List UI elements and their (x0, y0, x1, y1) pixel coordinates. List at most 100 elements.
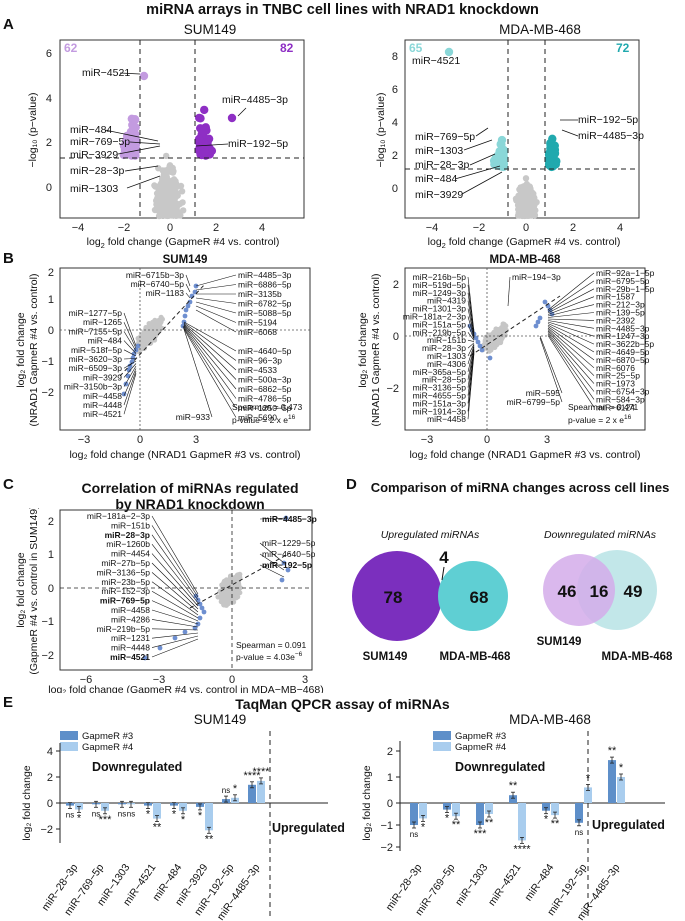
mirna-label: miR−212−3p (596, 300, 645, 310)
volcano-point-up (548, 134, 557, 143)
legend-g3-label: GapmeR #3 (82, 731, 133, 742)
label-leader (183, 323, 237, 371)
scatter-point (146, 337, 152, 343)
significance-label: ns (575, 828, 583, 837)
b-sum149-ylabel1: log₂ fold change (15, 312, 27, 387)
volcano-point-down (130, 115, 140, 124)
label-leader (183, 322, 237, 361)
qpcr-bar (452, 803, 460, 817)
c-ytick-4: −2 (41, 650, 54, 662)
volcano-point-mir4521 (139, 71, 149, 81)
significance-label: ns (222, 786, 230, 795)
panel-c-plot: miR−181a−2−3pmiR−151bmiR−28−3pmiR−1260bm… (15, 508, 324, 693)
label-leader (195, 284, 237, 291)
volcano-point-up (198, 126, 208, 136)
scatter-point-highlight (473, 335, 479, 341)
mirna-label: miR−4533 (238, 365, 277, 375)
scatter-point (490, 341, 496, 347)
mda-label-mir484: miR−484 (415, 173, 457, 185)
e-mda-ytick-0: 2 (387, 746, 393, 758)
e-mda-ylabel: log₂ fold change (361, 765, 373, 840)
qpcr-bar (518, 803, 526, 841)
significance-label: * (146, 809, 151, 821)
mirna-label: miR−1587 (596, 292, 635, 302)
panel-label-d: D (346, 476, 357, 493)
e-mda-down-label: Downregulated (455, 760, 545, 774)
venn-up-set-left: SUM149 (363, 651, 408, 663)
label-leader (183, 326, 237, 399)
mirna-label: miR−3620−3p (69, 354, 123, 364)
mda-ytick-6: 6 (392, 84, 398, 96)
panel-b-mda-title: MDA-MB-468 (489, 254, 561, 266)
qpcr-bar (617, 777, 625, 803)
label-leader (123, 331, 137, 352)
label-leader (467, 347, 475, 380)
b-sum149-ytick-1: 1 (48, 294, 54, 306)
legend-mda-g4-label: GapmeR #4 (455, 742, 506, 753)
mirna-label: miR−29b−1−5p (596, 284, 655, 294)
legend-mda-g3-swatch (433, 731, 451, 740)
mirna-label: miR−1973 (596, 379, 635, 389)
volcano-point-grey (527, 193, 534, 201)
panel-a-mda-title: MDA-MB-468 (499, 22, 581, 37)
volcano-point-down (121, 140, 130, 150)
label-leader (467, 300, 475, 336)
mirna-label: miR−4485−3p (262, 514, 317, 524)
volcano-point-up (200, 105, 209, 115)
b-mda-ytick-1: 0 (393, 331, 399, 343)
volcano-point-grey (179, 199, 186, 206)
figure-title: miRNA arrays in TNBC cell lines with NRA… (146, 2, 539, 18)
scatter-point-highlight (142, 655, 148, 661)
legend-g4-swatch (60, 742, 78, 751)
b-mda-ytick-0: 2 (393, 279, 399, 291)
label-leader (123, 322, 137, 349)
mda-label-mir28: miR−28−3p (415, 159, 469, 171)
significance-label: * (181, 814, 186, 826)
volcano-point-up (196, 114, 205, 123)
label-leader (467, 339, 475, 342)
mirna-label: miR−28−5p (422, 375, 466, 385)
scatter-point (221, 579, 227, 586)
panel-a-sum149-title: SUM149 (183, 22, 237, 37)
b-mda-ytick-2: −2 (386, 383, 399, 395)
significance-label: * (586, 772, 591, 784)
label-leader (467, 292, 475, 335)
volcano-point-grey (515, 198, 523, 205)
mirna-label: miR−4521 (83, 409, 122, 419)
volcano-point-down (491, 153, 501, 162)
mirna-label: miR−1247−3p (596, 331, 650, 341)
scatter-point (215, 594, 221, 600)
significance-label: * (421, 821, 426, 833)
label-leader (547, 288, 595, 314)
b-mda-ylabel1: log₂ fold change (357, 312, 369, 387)
venn-down-label: Downregulated miRNAs (544, 529, 657, 541)
mda-xtick-0: 0 (523, 222, 529, 234)
label-leader (183, 321, 237, 352)
legend-mda-g3-label: GapmeR #3 (455, 731, 506, 742)
mda-up-count: 72 (616, 41, 630, 55)
venn-down-set-left: SUM149 (537, 636, 582, 648)
label-leader (195, 297, 237, 304)
volcano-point-grey (170, 182, 178, 190)
significance-label: ns (118, 809, 126, 818)
volcano-point-grey (164, 177, 172, 184)
volcano-point-grey (166, 201, 173, 208)
label-leader (123, 312, 137, 347)
volcano-point-up (545, 150, 555, 160)
label-leader (151, 632, 199, 639)
qpcr-bar (476, 803, 484, 825)
volcano-point-down (497, 157, 507, 167)
qpcr-category-label: miR−484 (522, 862, 556, 904)
significance-label: **** (252, 766, 270, 778)
b-mda-stats2: p-value = 2 x e16 (568, 414, 632, 425)
qpcr-bar (542, 803, 550, 811)
scatter-point-highlight (537, 315, 543, 321)
qpcr-bar (257, 780, 265, 803)
volcano-point-grey (520, 183, 527, 190)
scatter-point-highlight (475, 339, 481, 345)
mirna-label: miR−151b (111, 520, 150, 530)
mda-label-mir3929: miR−3929 (415, 189, 463, 201)
scatter-point-highlight (185, 303, 191, 309)
mirna-label: miR−1914−3p (413, 406, 467, 416)
